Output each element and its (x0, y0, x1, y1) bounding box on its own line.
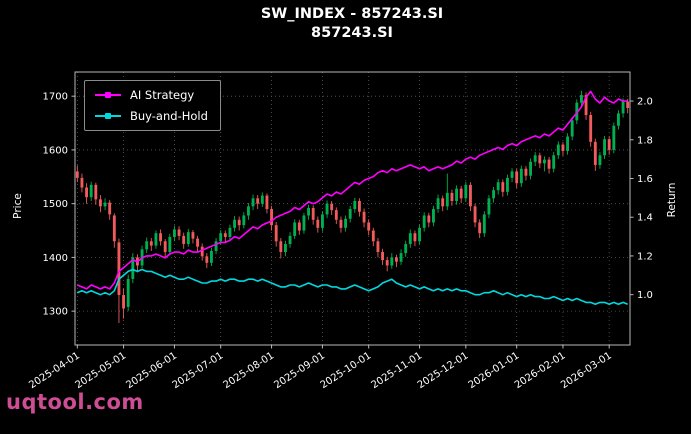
svg-text:2025-06-01: 2025-06-01 (124, 350, 179, 391)
legend-item-ai-strategy: AI Strategy (95, 88, 208, 102)
svg-text:2025-05-01: 2025-05-01 (73, 350, 128, 391)
svg-text:2.0: 2.0 (637, 97, 653, 108)
svg-text:2025-07-01: 2025-07-01 (171, 350, 226, 391)
return-axis-title: Return (666, 182, 678, 218)
buy-and-hold-line-swatch-icon (95, 112, 121, 120)
axis-ticks-and-labels: 1300 1400 1500 1600 1700 1.0 1.2 1.4 1.6 1.8 2.0 20… (27, 92, 653, 391)
svg-text:1300: 1300 (43, 307, 68, 318)
chart-legend: AI Strategy Buy-and-Hold (84, 80, 221, 131)
svg-text:2025-11-01: 2025-11-01 (369, 350, 424, 391)
svg-text:1.4: 1.4 (637, 213, 653, 224)
svg-text:1.8: 1.8 (637, 135, 653, 146)
svg-text:2025-12-01: 2025-12-01 (416, 350, 471, 391)
price-axis-title: Price (12, 193, 24, 219)
chart-title: SW_INDEX - 857243.SI (260, 6, 444, 22)
legend-label-ai-strategy: AI Strategy (130, 88, 195, 102)
svg-text:2025-10-01: 2025-10-01 (319, 350, 374, 391)
svg-text:2025-08-01: 2025-08-01 (221, 350, 276, 391)
svg-text:1.0: 1.0 (637, 290, 653, 301)
chart-subtitle: 857243.SI (311, 25, 393, 41)
legend-label-buy-and-hold: Buy-and-Hold (130, 109, 208, 123)
buy-and-hold-line (76, 268, 629, 306)
svg-text:1.6: 1.6 (637, 174, 653, 185)
svg-text:2026-02-01: 2026-02-01 (513, 350, 568, 391)
legend-item-buy-and-hold: Buy-and-Hold (95, 109, 208, 123)
candlestick-layer (75, 90, 630, 323)
svg-text:1.2: 1.2 (637, 251, 653, 262)
svg-text:1600: 1600 (43, 145, 68, 156)
svg-text:1400: 1400 (43, 253, 68, 264)
svg-text:2025-09-01: 2025-09-01 (272, 350, 327, 391)
svg-text:2026-03-01: 2026-03-01 (559, 350, 614, 391)
ai-strategy-line (76, 90, 628, 290)
svg-text:2026-01-01: 2026-01-01 (467, 350, 522, 391)
svg-text:1700: 1700 (43, 92, 68, 103)
watermark: uqtool.com (6, 390, 144, 414)
chart-title-block: SW_INDEX - 857243.SI 857243.SI (261, 5, 443, 43)
plot-frame (74, 71, 631, 346)
svg-text:2025-04-01: 2025-04-01 (27, 350, 82, 391)
svg-text:1500: 1500 (43, 199, 68, 210)
ai-strategy-line-swatch-icon (95, 91, 121, 99)
